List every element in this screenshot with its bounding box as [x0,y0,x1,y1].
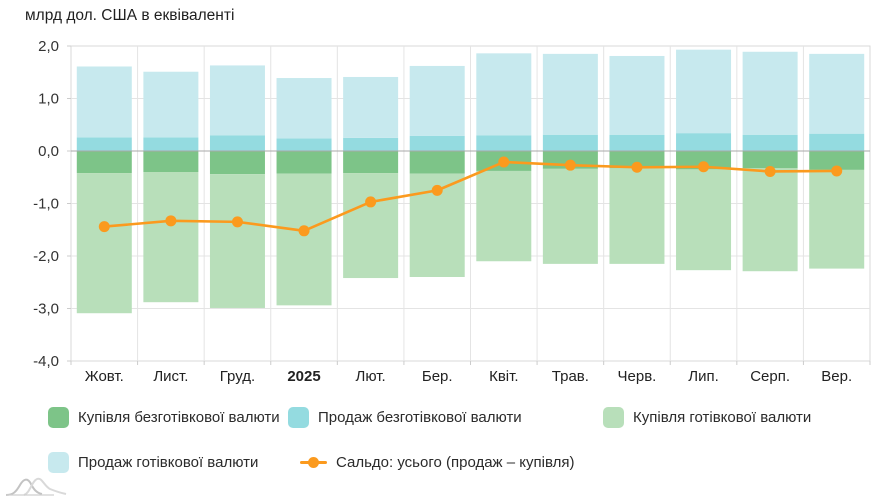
legend-label: Сальдо: усього (продаж – купівля) [336,453,575,471]
saldo-line-marker-icon [300,456,327,468]
saldo-point[interactable] [231,216,243,228]
bar-segment[interactable] [742,151,798,169]
legend-swatch-cashless-sell [288,406,309,428]
bar-segment[interactable] [143,151,199,172]
x-axis-label: Лют. [356,368,386,385]
bar-segment[interactable] [76,66,132,138]
x-axis-label: Трав. [552,368,589,385]
x-axis-label: Лист. [153,368,188,385]
bar-segment[interactable] [542,168,598,264]
bar-segment[interactable] [809,133,865,151]
bar-segment[interactable] [343,76,399,138]
bar-segment[interactable] [609,134,665,151]
y-axis-label: 0,0 [38,143,59,160]
chart-plot-area: 2,0 1,0 0,0 -1,0 -2,0 -3,0 -4,0 Жовт. Лист. Груд.… [33,38,871,385]
y-axis-label: -1,0 [33,196,59,213]
bar-segment[interactable] [409,151,465,174]
bar-segment[interactable] [476,170,532,262]
legend-label: Продаж безготівкової валюти [318,408,522,426]
legend-label: Купівля готівкової валюти [633,408,812,426]
x-axis-label: 2025 [287,368,320,385]
bar-segment[interactable] [76,151,132,174]
bar-segment[interactable] [276,173,332,306]
bar-segment[interactable] [742,51,798,135]
legend-swatch-cashless-buy [48,406,69,428]
saldo-point[interactable] [831,165,843,177]
x-axis-label: Квіт. [489,368,518,385]
bar-segment[interactable] [809,151,865,170]
legend-item-saldo[interactable]: Сальдо: усього (продаж – купівля) [300,451,574,473]
x-axis-label: Лип. [688,368,719,385]
legend-item-cashless-buy[interactable]: Купівля безготівкової валюти [48,406,280,428]
saldo-point[interactable] [764,165,776,177]
legend-item-cash-buy[interactable]: Купівля готівкової валюти [603,406,811,428]
x-axis-label: Вер. [821,368,852,385]
bar-segment[interactable] [276,78,332,139]
y-axis-label: -2,0 [33,248,59,265]
legend-label: Продаж готівкової валюти [78,453,259,471]
bar-segment[interactable] [209,151,265,175]
bar-segment[interactable] [609,55,665,135]
x-axis-label: Жовт. [85,368,124,385]
legend-item-cash-sell[interactable]: Продаж готівкової валюти [48,451,258,473]
saldo-point[interactable] [98,221,110,233]
legend-swatch-cash-sell [48,451,69,473]
bar-segment[interactable] [409,135,465,151]
saldo-point[interactable] [298,225,310,237]
bar-segment[interactable] [476,53,532,136]
x-axis-label: Груд. [220,368,255,385]
bar-segment[interactable] [742,168,798,272]
bar-segment[interactable] [276,138,332,151]
bar-segment[interactable] [742,134,798,151]
saldo-point[interactable] [564,159,576,171]
bar-segment[interactable] [143,172,199,303]
saldo-point[interactable] [698,161,710,173]
bar-segment[interactable] [343,137,399,151]
saldo-point[interactable] [431,184,443,196]
bar-segment[interactable] [209,65,265,136]
bar-segment[interactable] [676,49,732,134]
y-axis-label: -4,0 [33,353,59,370]
legend-label: Купівля безготівкової валюти [78,408,280,426]
bar-segment[interactable] [209,135,265,151]
bar-segment[interactable] [143,137,199,151]
y-axis-label: 1,0 [38,91,59,108]
watermark-waves-icon [5,477,67,496]
bar-segment[interactable] [76,137,132,151]
bar-segment[interactable] [609,168,665,264]
bar-segment[interactable] [676,151,732,170]
x-axis-label: Черв. [618,368,657,385]
bar-segment[interactable] [809,53,865,134]
bar-segment[interactable] [276,151,332,174]
bar-segment[interactable] [676,169,732,271]
bar-segment[interactable] [343,151,399,174]
bar-segment[interactable] [676,133,732,151]
saldo-point[interactable] [631,161,643,173]
x-axis-label: Серп. [750,368,790,385]
bar-segment[interactable] [476,135,532,151]
saldo-point[interactable] [165,215,177,227]
saldo-point[interactable] [365,196,377,208]
y-axis-label: 2,0 [38,38,59,55]
bar-segment[interactable] [76,173,132,314]
bar-segment[interactable] [209,174,265,308]
bar-segment[interactable] [609,151,665,169]
bar-segment[interactable] [542,53,598,135]
x-axis-label: Бер. [422,368,453,385]
legend-swatch-cash-buy [603,406,624,428]
bar-segment[interactable] [809,169,865,269]
bar-segment[interactable] [143,71,199,138]
saldo-point[interactable] [498,156,510,168]
legend-item-cashless-sell[interactable]: Продаж безготівкової валюти [288,406,522,428]
saldo-line [104,160,837,233]
bar-segment[interactable] [542,134,598,151]
chart-title: млрд дол. США в еквіваленті [25,7,235,24]
y-axis-label: -3,0 [33,301,59,318]
bar-segment[interactable] [409,65,465,136]
bar-segment[interactable] [343,173,399,279]
